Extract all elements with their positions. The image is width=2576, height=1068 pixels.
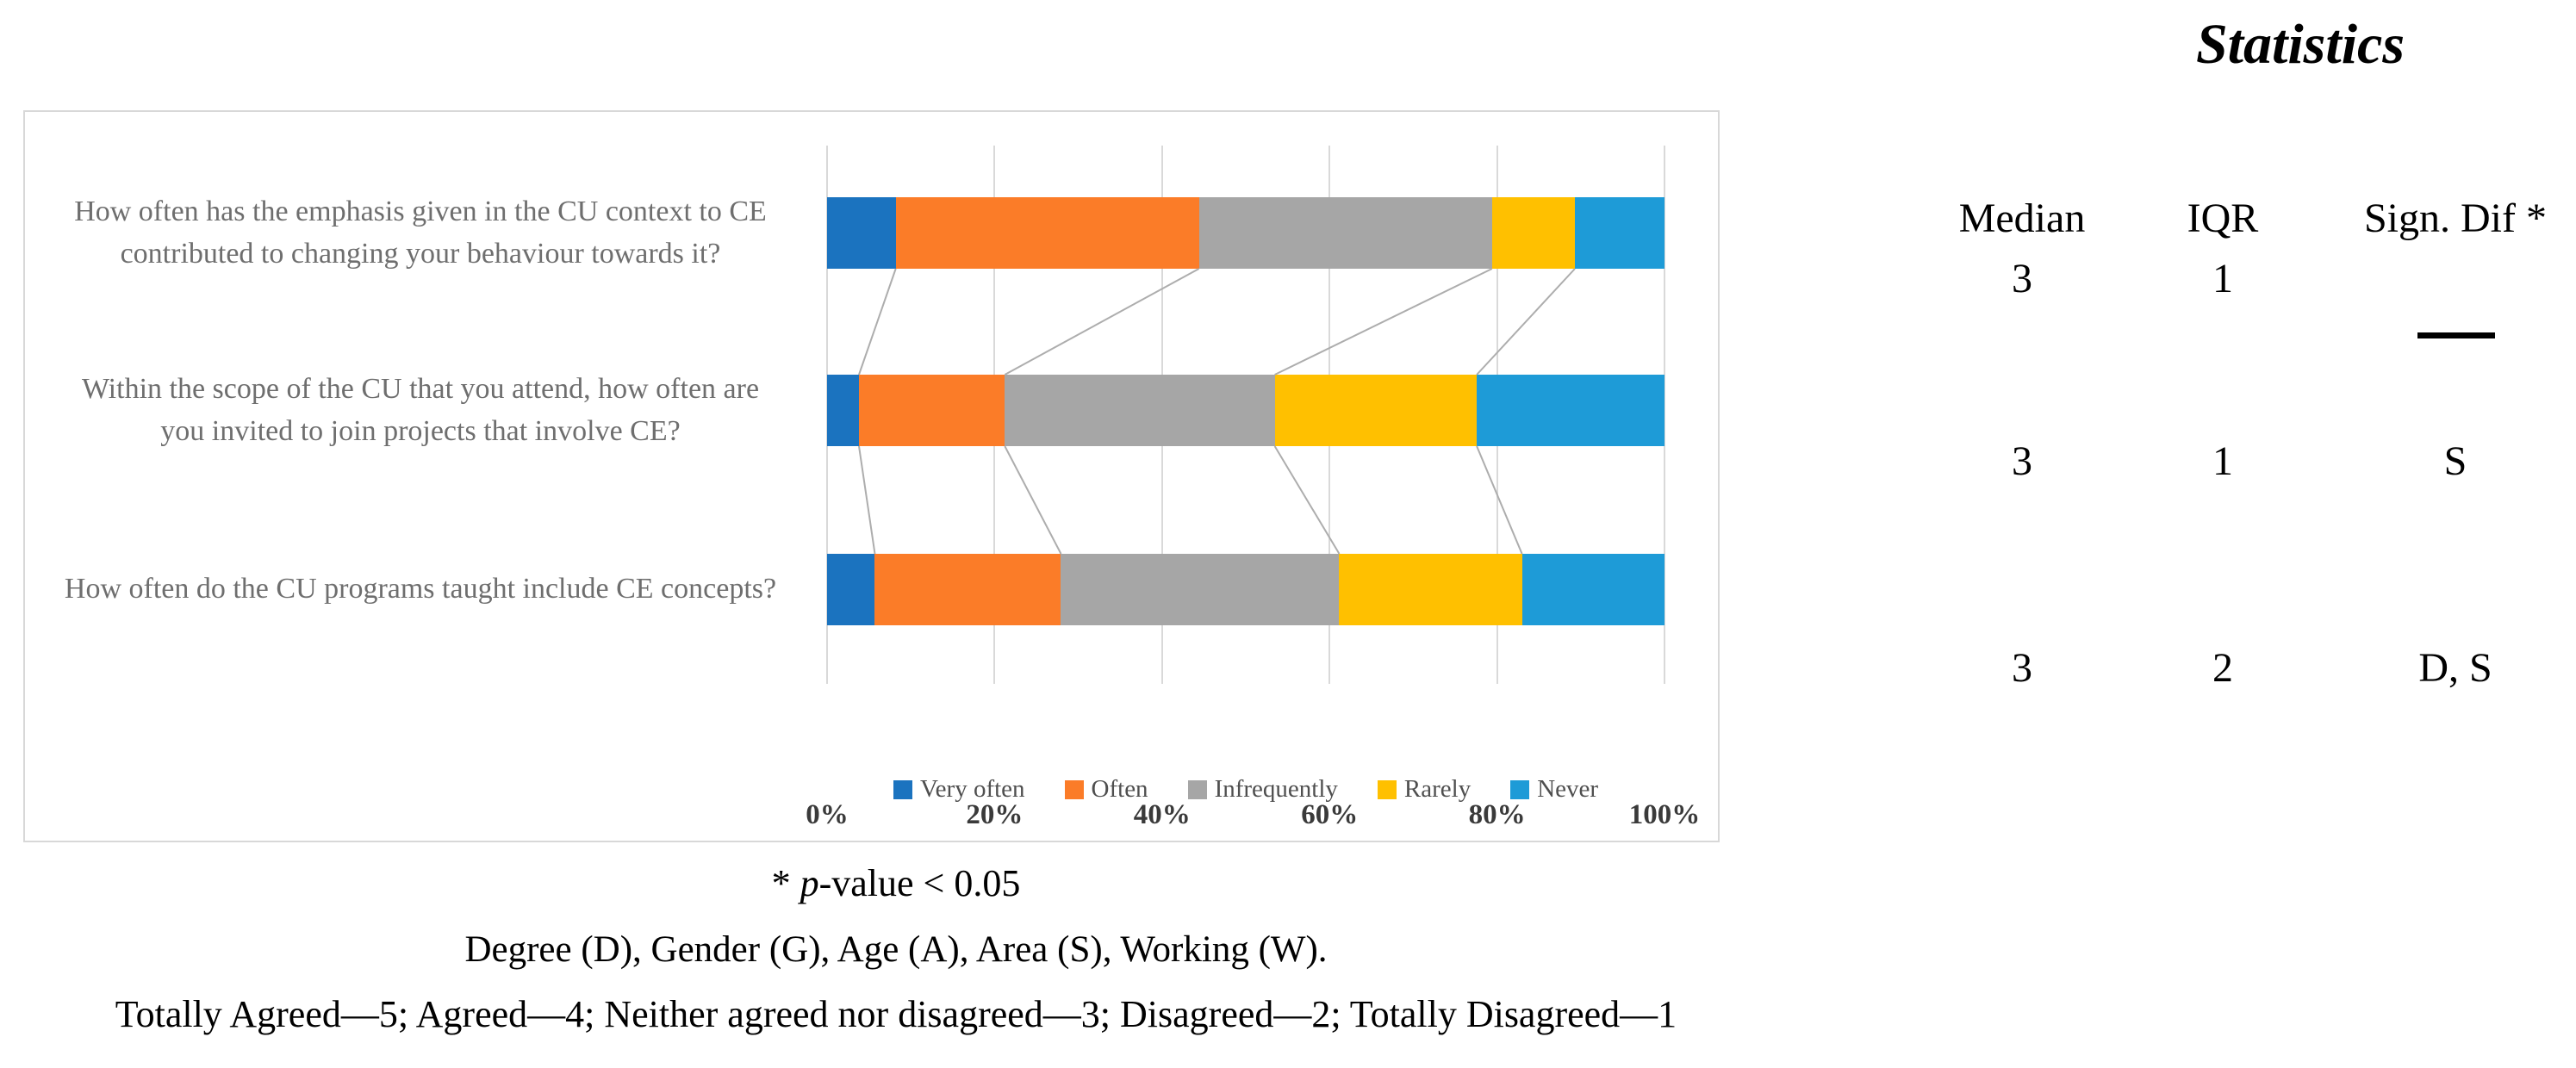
question-label: How often has the emphasis given in the … xyxy=(74,196,767,270)
gridline-100- xyxy=(1664,146,1665,684)
legend: Very often Often Infrequently Rarely Never xyxy=(827,775,1664,804)
connector-line xyxy=(858,268,897,376)
chart-panel: How often has the emphasis given in the … xyxy=(23,110,1720,842)
footnote-pvalue: * p-value < 0.05 xyxy=(0,861,1792,905)
footnote-groups: Degree (D), Gender (G), Age (A), Area (S… xyxy=(464,929,1328,970)
legend-label: Rarely xyxy=(1403,775,1472,803)
bar-segment-rarely xyxy=(1274,375,1478,446)
bar-segment-very-often xyxy=(827,375,859,446)
legend-item-rarely: Rarely xyxy=(1377,775,1472,804)
legend-swatch-very-often xyxy=(893,779,912,799)
bar-segment-often xyxy=(874,554,1061,625)
stats-header-sign-dif: Sign. Dif * xyxy=(2363,196,2547,241)
stats-median-value: 3 xyxy=(2012,645,2032,691)
pvalue-rest: -value < 0.05 xyxy=(818,862,1021,904)
stats-header-median: Median xyxy=(1958,196,2086,241)
bar-segment-rarely xyxy=(1339,554,1522,625)
bar-segment-never xyxy=(1574,197,1664,269)
legend-label: Often xyxy=(1091,775,1148,803)
connector-line xyxy=(1476,445,1523,555)
bar-row xyxy=(827,375,1664,446)
x-axis-label-100-: 100% xyxy=(1628,799,1701,830)
legend-item-very-often: Very often xyxy=(893,775,1025,804)
bar-segment-rarely xyxy=(1491,197,1575,269)
stats-title: Statistics xyxy=(2195,13,2405,76)
stats-sign-value: S xyxy=(2443,438,2467,484)
legend-swatch-rarely xyxy=(1377,779,1397,799)
bar-segment-infrequently xyxy=(1198,197,1492,269)
question-label: How often do the CU programs taught incl… xyxy=(64,573,777,605)
x-axis-label-0-: 0% xyxy=(806,799,849,830)
bar-row xyxy=(827,197,1664,269)
legend-item-often: Often xyxy=(1064,775,1148,804)
legend-swatch-infrequently xyxy=(1187,779,1207,799)
stats-iqr-value: 2 xyxy=(2212,645,2233,691)
x-axis-label-20-: 20% xyxy=(966,799,1024,830)
bar-segment-very-often xyxy=(827,197,896,269)
legend-item-infrequently: Infrequently xyxy=(1187,775,1338,804)
x-axis-label-80-: 80% xyxy=(1468,799,1526,830)
bar-segment-infrequently xyxy=(1005,375,1275,446)
bar-segment-infrequently xyxy=(1061,554,1340,625)
connector-lines xyxy=(858,268,1576,555)
connector-line xyxy=(1004,268,1200,376)
legend-label: Infrequently xyxy=(1214,775,1338,803)
connector-line xyxy=(1004,445,1062,555)
bar-segment-never xyxy=(1477,375,1664,446)
pvalue-asterisk: * xyxy=(771,862,800,904)
bar-segment-often xyxy=(858,375,1005,446)
x-axis-label-40-: 40% xyxy=(1133,799,1191,830)
stats-median-value: 3 xyxy=(2012,256,2032,301)
legend-label: Very often xyxy=(919,775,1025,803)
legend-swatch-often xyxy=(1064,779,1084,799)
bar-segment-often xyxy=(895,197,1199,269)
question-label: Within the scope of the CU that you atte… xyxy=(81,373,760,447)
stats-iqr-value: 1 xyxy=(2212,438,2233,484)
no-difference-rule xyxy=(2417,332,2495,338)
footnote-scale: Totally Agreed—5; Agreed—4; Neither agre… xyxy=(115,993,1677,1035)
stats-sign-value: D, S xyxy=(2418,645,2492,691)
legend-item-never: Never xyxy=(1510,775,1598,804)
bar-segment-never xyxy=(1521,554,1664,625)
connector-line xyxy=(858,445,876,555)
stats-iqr-value: 1 xyxy=(2212,256,2233,301)
connector-line xyxy=(1274,268,1493,376)
pvalue-p: p xyxy=(800,862,819,904)
legend-label: Never xyxy=(1537,775,1599,803)
connector-line xyxy=(1476,268,1576,376)
stats-median-value: 3 xyxy=(2012,438,2032,484)
bar-segment-very-often xyxy=(827,554,875,625)
x-axis-label-60-: 60% xyxy=(1301,799,1359,830)
stats-header-iqr: IQR xyxy=(2187,196,2259,241)
bar-row xyxy=(827,554,1664,625)
legend-swatch-never xyxy=(1510,779,1530,799)
